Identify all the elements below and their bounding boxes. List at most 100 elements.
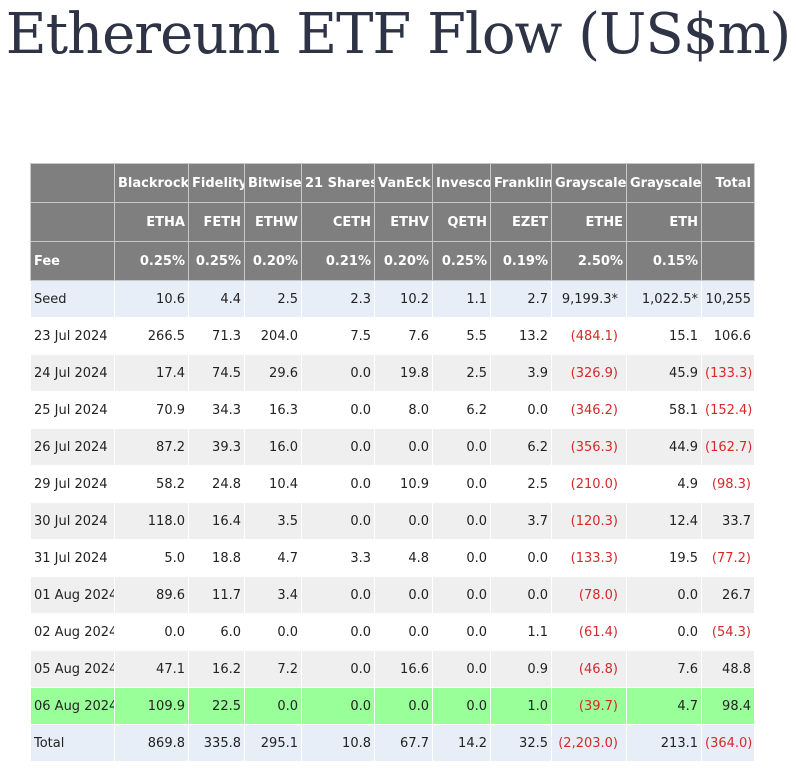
table-row: Total 869.8 335.8 295.1 10.8 67.7 14.2 32.5 (2,2… bbox=[30, 724, 755, 762]
table-cell: 89.6 bbox=[114, 576, 189, 614]
row-label: 23 Jul 2024 bbox=[30, 317, 115, 355]
table-cell: (210.0) bbox=[551, 465, 627, 503]
ticker-header-cell: CETH bbox=[301, 202, 375, 242]
table-cell: 4.4 bbox=[188, 280, 245, 318]
fee-header-cell: 0.20% bbox=[244, 241, 302, 281]
table-cell: 16.2 bbox=[188, 650, 245, 688]
table-cell: 10.2 bbox=[374, 280, 433, 318]
etf-flow-table: Blackrock Fidelity Bitwise 21 Shares VanEck I… bbox=[30, 163, 755, 762]
table-cell: (120.3) bbox=[551, 502, 627, 540]
table-cell: 3.7 bbox=[490, 502, 552, 540]
table-row: 23 Jul 2024 266.5 71.3 204.0 7.5 7.6 5.5 13.2 (4… bbox=[30, 317, 755, 355]
table-cell: 0.0 bbox=[301, 613, 375, 651]
table-cell: (364.0) bbox=[701, 724, 755, 762]
table-cell: 109.9 bbox=[114, 687, 189, 725]
table-cell: 0.0 bbox=[244, 687, 302, 725]
table-cell: 71.3 bbox=[188, 317, 245, 355]
row-label: 30 Jul 2024 bbox=[30, 502, 115, 540]
ticker-header-cell bbox=[701, 202, 755, 242]
table-row: 31 Jul 2024 5.0 18.8 4.7 3.3 4.8 0.0 0.0 (133.3)… bbox=[30, 539, 755, 577]
table-cell: 32.5 bbox=[490, 724, 552, 762]
table-cell: 44.9 bbox=[626, 428, 702, 466]
table-cell: 295.1 bbox=[244, 724, 302, 762]
table-row: 29 Jul 2024 58.2 24.8 10.4 0.0 10.9 0.0 2.5 (210… bbox=[30, 465, 755, 503]
table-cell: 0.0 bbox=[374, 687, 433, 725]
table-cell: 1.1 bbox=[432, 280, 491, 318]
table-cell: 2.5 bbox=[490, 465, 552, 503]
table-cell: 869.8 bbox=[114, 724, 189, 762]
table-cell: 0.0 bbox=[244, 613, 302, 651]
fee-label: Fee bbox=[30, 241, 115, 281]
header-corner bbox=[30, 202, 115, 242]
table-cell: (77.2) bbox=[701, 539, 755, 577]
page-title: Ethereum ETF Flow (US$m) bbox=[5, 2, 792, 67]
table-cell: (326.9) bbox=[551, 354, 627, 392]
table-cell: 3.4 bbox=[244, 576, 302, 614]
table-cell: 58.1 bbox=[626, 391, 702, 429]
table-cell: 22.5 bbox=[188, 687, 245, 725]
table-cell: (46.8) bbox=[551, 650, 627, 688]
table-cell: 26.7 bbox=[701, 576, 755, 614]
issuer-header-cell: Bitwise bbox=[244, 163, 302, 203]
table-row: 01 Aug 2024 89.6 11.7 3.4 0.0 0.0 0.0 0.0 (78.0)… bbox=[30, 576, 755, 614]
table-cell: 7.6 bbox=[374, 317, 433, 355]
table-row: 26 Jul 2024 87.2 39.3 16.0 0.0 0.0 0.0 6.2 (356.… bbox=[30, 428, 755, 466]
table-cell: (152.4) bbox=[701, 391, 755, 429]
ticker-header-cell: FETH bbox=[188, 202, 245, 242]
issuer-header-cell: VanEck bbox=[374, 163, 433, 203]
table-cell: 204.0 bbox=[244, 317, 302, 355]
table-cell: 0.0 bbox=[432, 539, 491, 577]
table-cell: 0.0 bbox=[301, 465, 375, 503]
row-label: 24 Jul 2024 bbox=[30, 354, 115, 392]
ticker-header-cell: ETHE bbox=[551, 202, 627, 242]
table-cell: 7.6 bbox=[626, 650, 702, 688]
header-corner bbox=[30, 163, 115, 203]
table-cell: 7.5 bbox=[301, 317, 375, 355]
table-cell: 10.9 bbox=[374, 465, 433, 503]
fee-header-cell: 2.50% bbox=[551, 241, 627, 281]
row-label: 29 Jul 2024 bbox=[30, 465, 115, 503]
row-label: 01 Aug 2024 bbox=[30, 576, 115, 614]
fee-header-cell: 0.21% bbox=[301, 241, 375, 281]
table-cell: 0.0 bbox=[374, 502, 433, 540]
table-cell: 58.2 bbox=[114, 465, 189, 503]
table-row: 24 Jul 2024 17.4 74.5 29.6 0.0 19.8 2.5 3.9 (326… bbox=[30, 354, 755, 392]
table-cell: 0.0 bbox=[374, 576, 433, 614]
row-label: 26 Jul 2024 bbox=[30, 428, 115, 466]
table-cell: 0.0 bbox=[301, 428, 375, 466]
table-cell: 0.0 bbox=[301, 576, 375, 614]
table-cell: 3.9 bbox=[490, 354, 552, 392]
table-cell: (39.7) bbox=[551, 687, 627, 725]
table-cell: 3.5 bbox=[244, 502, 302, 540]
issuer-header-cell: Blackrock bbox=[114, 163, 189, 203]
ticker-header-cell: ETH bbox=[626, 202, 702, 242]
table-cell: 266.5 bbox=[114, 317, 189, 355]
table-cell: 0.0 bbox=[301, 354, 375, 392]
table-cell: 10.8 bbox=[301, 724, 375, 762]
table-cell: 0.0 bbox=[301, 391, 375, 429]
table-cell: 0.0 bbox=[432, 687, 491, 725]
table-cell: 4.7 bbox=[626, 687, 702, 725]
table-cell: 48.8 bbox=[701, 650, 755, 688]
table-cell: 0.0 bbox=[490, 576, 552, 614]
ticker-header-row: ETHA FETH ETHW CETH ETHV QETH EZET ETHE ETH bbox=[30, 202, 755, 242]
table-cell: 16.4 bbox=[188, 502, 245, 540]
table-cell: (61.4) bbox=[551, 613, 627, 651]
table-cell: (162.7) bbox=[701, 428, 755, 466]
table-cell: 0.0 bbox=[374, 428, 433, 466]
row-label: Total bbox=[30, 724, 115, 762]
table-cell: 2.7 bbox=[490, 280, 552, 318]
table-cell: 67.7 bbox=[374, 724, 433, 762]
issuer-header-row: Blackrock Fidelity Bitwise 21 Shares VanEck I… bbox=[30, 163, 755, 203]
table-cell: 0.0 bbox=[301, 650, 375, 688]
table-cell: 6.0 bbox=[188, 613, 245, 651]
table-cell: (133.3) bbox=[701, 354, 755, 392]
table-cell: 45.9 bbox=[626, 354, 702, 392]
ticker-header-cell: QETH bbox=[432, 202, 491, 242]
table-cell: 0.0 bbox=[301, 502, 375, 540]
table-cell: 1,022.5* bbox=[626, 280, 702, 318]
row-label: Seed bbox=[30, 280, 115, 318]
table-cell: 12.4 bbox=[626, 502, 702, 540]
issuer-header-cell: Fidelity bbox=[188, 163, 245, 203]
table-cell: 0.0 bbox=[490, 391, 552, 429]
